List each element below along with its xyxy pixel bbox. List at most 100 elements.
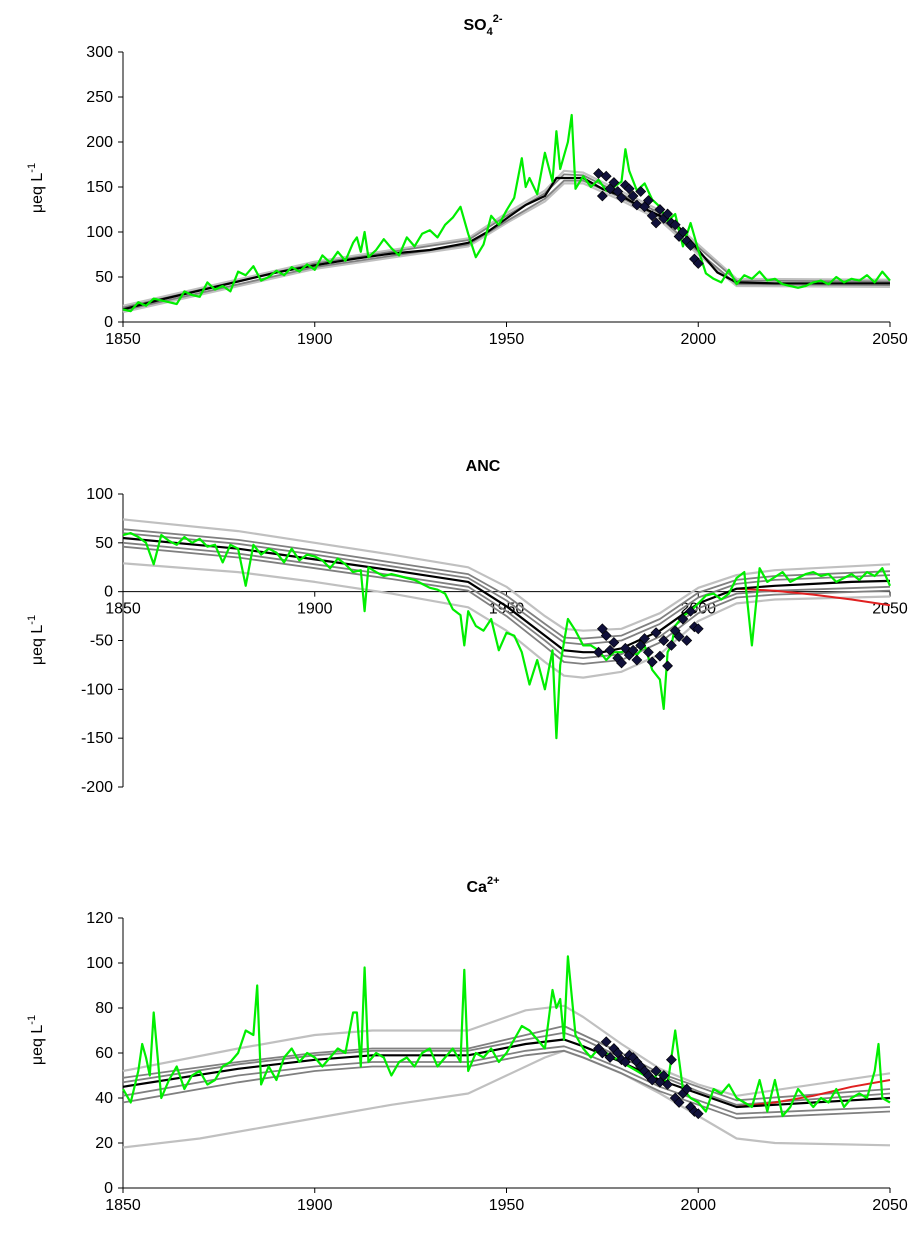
y-tick-label: -150	[81, 730, 113, 747]
title-superscript: 2-	[493, 13, 503, 25]
measured-point	[658, 1070, 670, 1081]
y-axis-label: μeq L-1	[26, 615, 46, 665]
ylabel-main: μeq L	[29, 1025, 46, 1065]
observed-series-line	[122, 113, 891, 313]
future-scenario-line	[736, 1079, 891, 1108]
measured-point	[665, 639, 677, 651]
measured-point	[631, 199, 643, 211]
chart-panel-calcium: Ca2+ μeq L-1 0 20 40 60 80 100 120 1850 1900 1950…	[26, 875, 908, 1214]
y-axis-label: μeq L-1	[26, 163, 46, 213]
chart-title: SO42-	[463, 13, 502, 38]
measured-point	[692, 1108, 704, 1120]
y-tick-label: 100	[86, 224, 113, 241]
y-tick-label: 0	[104, 584, 113, 601]
y-axis-label: μeq L-1	[26, 1015, 46, 1065]
future-scenario-line	[736, 587, 891, 607]
measured-point	[650, 1065, 662, 1077]
measured-point	[654, 204, 666, 215]
x-tick-label: 1900	[297, 1197, 333, 1214]
ensemble-light-line	[122, 1049, 891, 1149]
title-main: Ca	[467, 879, 488, 896]
measured-point	[685, 605, 697, 617]
measured-point	[650, 217, 662, 229]
measured-point	[639, 633, 650, 644]
measured-point	[681, 1083, 693, 1095]
x-tick-label: 2000	[680, 331, 716, 348]
measured-point	[612, 1047, 624, 1059]
y-tick-label: 300	[86, 44, 113, 61]
measured-point	[600, 630, 612, 642]
y-tick-label: 20	[95, 1135, 113, 1152]
ensemble-light-line	[122, 182, 891, 314]
ensemble-light-line	[122, 1004, 891, 1097]
chart-panel-sulfate: SO42- μeq L-1 0 50 100 150 200 250 300 1850 1900…	[26, 13, 908, 348]
measured-point	[596, 623, 608, 635]
ensemble-light-line	[122, 518, 891, 632]
ylabel-superscript: -1	[26, 163, 38, 173]
ensemble-dark-line	[122, 528, 891, 640]
chart-title: Ca2+	[467, 875, 500, 896]
measured-point	[654, 650, 666, 662]
measured-point	[627, 644, 639, 656]
y-tick-label: 250	[86, 89, 113, 106]
measured-point	[646, 656, 658, 668]
ylabel-main: μeq L	[29, 173, 46, 213]
x-tick-label: 2050	[872, 331, 908, 348]
measured-point	[677, 226, 689, 238]
measured-point	[635, 639, 647, 651]
measured-point	[608, 637, 620, 648]
observed-series-line	[122, 955, 891, 1118]
measured-point	[604, 1052, 616, 1063]
measured-point	[600, 1036, 612, 1048]
measured-point	[596, 190, 608, 202]
y-tick-label: 120	[86, 910, 113, 927]
measured-point	[692, 258, 704, 269]
measured-point	[623, 183, 635, 195]
y-tick-label: 100	[86, 486, 113, 503]
measured-point	[600, 170, 612, 182]
measured-point	[619, 1056, 631, 1068]
y-tick-label: -50	[90, 633, 113, 650]
observed-series-line	[122, 531, 892, 740]
measured-point	[662, 208, 673, 220]
measured-point	[669, 219, 681, 231]
x-tick-label: 1950	[489, 1197, 525, 1214]
y-tick-label: 0	[104, 314, 113, 331]
measured-point	[646, 210, 658, 222]
measured-point	[650, 627, 662, 639]
measured-point	[662, 1079, 673, 1090]
median-line	[122, 536, 891, 654]
chart-title: ANC	[466, 458, 501, 475]
measured-point	[616, 192, 627, 204]
measured-point	[677, 613, 689, 625]
measured-point	[665, 1054, 677, 1066]
title-main: SO	[463, 17, 486, 34]
ensemble-light-line	[122, 562, 891, 679]
ylabel-main: μeq L	[29, 625, 46, 665]
ylabel-superscript: -1	[26, 1015, 38, 1025]
measured-point	[692, 623, 704, 635]
median-line	[122, 176, 890, 311]
measured-point	[596, 1047, 608, 1059]
y-tick-label: 80	[95, 1000, 113, 1017]
measured-point	[616, 657, 627, 669]
measured-point	[642, 646, 654, 658]
title-subscript: 4	[487, 26, 494, 38]
ensemble-dark-line	[122, 1049, 891, 1120]
x-tick-label: 1850	[105, 601, 141, 618]
x-tick-label: 1950	[489, 331, 525, 348]
y-tick-label: 100	[86, 955, 113, 972]
measured-point	[619, 642, 631, 654]
plot-area: 0 50 100 150 200 250 300 1850 1900 1950 2000 2050	[86, 44, 908, 348]
x-tick-label: 2000	[680, 1197, 716, 1214]
measured-point	[608, 177, 620, 188]
x-tick-label: 1850	[105, 1197, 141, 1214]
ensemble-dark-line	[122, 173, 891, 309]
y-tick-label: 50	[95, 535, 113, 552]
y-tick-label: 200	[86, 134, 113, 151]
ensemble-dark-line	[122, 1045, 891, 1115]
y-tick-label: 150	[86, 179, 113, 196]
y-tick-label: 50	[95, 269, 113, 286]
measured-point	[673, 631, 685, 643]
